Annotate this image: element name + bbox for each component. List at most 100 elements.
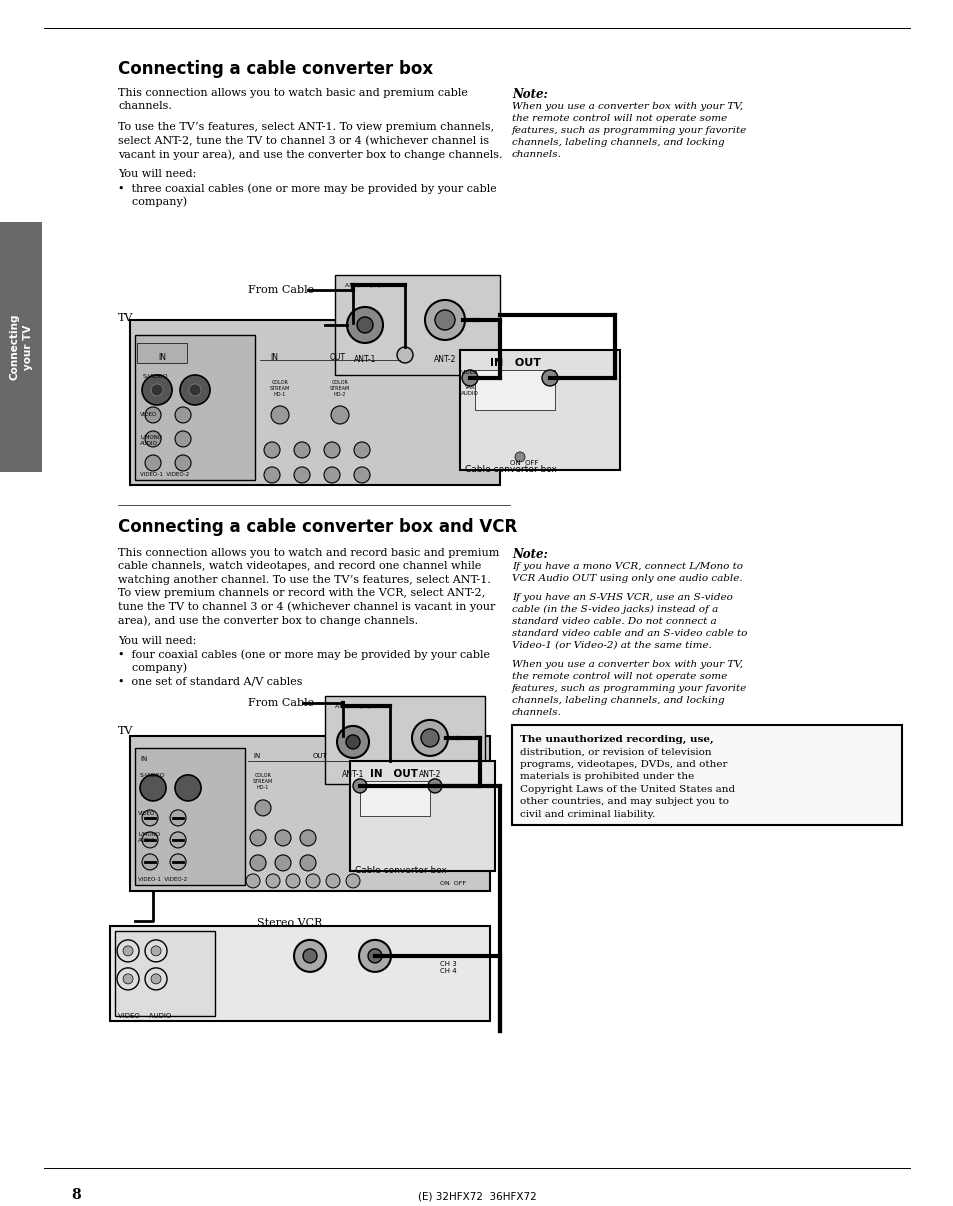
Text: the remote control will not operate some: the remote control will not operate some	[512, 115, 726, 123]
Circle shape	[170, 832, 186, 848]
Bar	[130, 320, 499, 485]
Circle shape	[246, 874, 260, 888]
Text: tune the TV to channel 3 or 4 (whichever channel is vacant in your: tune the TV to channel 3 or 4 (whichever…	[118, 602, 495, 613]
Text: This connection allows you to watch basic and premium cable: This connection allows you to watch basi…	[118, 88, 467, 98]
Text: IN   OUT: IN OUT	[490, 358, 540, 368]
Circle shape	[324, 441, 339, 458]
Circle shape	[299, 830, 315, 845]
Bar	[325, 696, 484, 784]
Circle shape	[424, 300, 464, 340]
Text: ANT-2: ANT-2	[418, 769, 440, 779]
Text: VIDEO-1  VIDEO-2: VIDEO-1 VIDEO-2	[138, 877, 187, 882]
Circle shape	[303, 949, 316, 962]
Circle shape	[266, 874, 280, 888]
Text: S-VIDEO: S-VIDEO	[140, 773, 166, 778]
Text: ON  OFF: ON OFF	[510, 459, 537, 466]
Bar	[135, 748, 245, 885]
Text: You will need:: You will need:	[118, 170, 196, 180]
Text: When you use a converter box with your TV,: When you use a converter box with your T…	[512, 103, 742, 111]
Text: materials is prohibited under the: materials is prohibited under the	[519, 772, 694, 781]
Circle shape	[306, 874, 319, 888]
Text: select ANT-2, tune the TV to channel 3 or 4 (whichever channel is: select ANT-2, tune the TV to channel 3 o…	[118, 135, 489, 146]
Circle shape	[396, 347, 413, 363]
Text: VIDEO: VIDEO	[461, 370, 478, 375]
Circle shape	[354, 441, 370, 458]
Text: OUT: OUT	[330, 353, 346, 362]
Circle shape	[294, 939, 326, 972]
Text: company): company)	[118, 197, 187, 207]
Circle shape	[142, 810, 158, 826]
Circle shape	[274, 855, 291, 871]
Circle shape	[264, 441, 280, 458]
Circle shape	[117, 968, 139, 990]
Circle shape	[461, 370, 477, 386]
Text: If you have a mono VCR, connect L/Mono to: If you have a mono VCR, connect L/Mono t…	[512, 562, 742, 570]
Text: vacant in your area), and use the converter box to change channels.: vacant in your area), and use the conver…	[118, 150, 502, 159]
Text: ANT/25 (...): ANT/25 (...)	[335, 704, 371, 709]
Text: watching another channel. To use the TV’s features, select ANT-1.: watching another channel. To use the TV’…	[118, 575, 491, 585]
Text: Cable converter box: Cable converter box	[464, 466, 557, 474]
Circle shape	[346, 734, 359, 749]
Text: standard video cable and an S-video cable to: standard video cable and an S-video cabl…	[512, 628, 746, 638]
Circle shape	[354, 467, 370, 482]
Text: channels.: channels.	[512, 708, 561, 716]
Text: •  one set of standard A/V cables: • one set of standard A/V cables	[118, 677, 302, 686]
Circle shape	[420, 728, 438, 747]
Circle shape	[356, 317, 373, 333]
Text: VAR
AUDIO: VAR AUDIO	[460, 385, 478, 396]
Circle shape	[117, 939, 139, 962]
Text: •  three coaxial cables (one or more may be provided by your cable: • three coaxial cables (one or more may …	[118, 183, 497, 193]
Text: ON  OFF: ON OFF	[439, 880, 465, 886]
Text: If you have an S-VHS VCR, use an S-video: If you have an S-VHS VCR, use an S-video	[512, 593, 732, 602]
Text: other countries, and may subject you to: other countries, and may subject you to	[519, 797, 728, 807]
Text: Cable converter box: Cable converter box	[355, 866, 446, 874]
Text: When you use a converter box with your TV,: When you use a converter box with your T…	[512, 660, 742, 669]
Text: The unauthorized recording, use,: The unauthorized recording, use,	[519, 734, 713, 744]
Circle shape	[412, 720, 448, 756]
Circle shape	[140, 775, 166, 801]
Text: COLOR
STREAM
HD-1: COLOR STREAM HD-1	[253, 773, 273, 790]
Circle shape	[250, 830, 266, 845]
Text: TV: TV	[118, 726, 133, 736]
Text: IN: IN	[253, 753, 260, 759]
Text: This connection allows you to watch and record basic and premium: This connection allows you to watch and …	[118, 548, 498, 558]
Circle shape	[254, 800, 271, 816]
Bar	[110, 926, 490, 1021]
Bar	[459, 350, 619, 470]
Text: Connecting a cable converter box: Connecting a cable converter box	[118, 60, 433, 78]
Text: From Cable: From Cable	[248, 698, 314, 708]
Text: VIDEO: VIDEO	[140, 412, 157, 417]
Text: civil and criminal liability.: civil and criminal liability.	[519, 810, 655, 819]
Circle shape	[189, 384, 201, 396]
Circle shape	[142, 832, 158, 848]
Text: To view premium channels or record with the VCR, select ANT-2,: To view premium channels or record with …	[118, 589, 485, 598]
Circle shape	[299, 855, 315, 871]
Circle shape	[174, 431, 191, 447]
Text: ANT/25 (...): ANT/25 (...)	[345, 283, 380, 288]
Circle shape	[382, 761, 396, 775]
Text: (E) 32HFX72  36HFX72: (E) 32HFX72 36HFX72	[417, 1192, 536, 1202]
Text: Connecting a cable converter box and VCR: Connecting a cable converter box and VCR	[118, 517, 517, 535]
Circle shape	[346, 874, 359, 888]
Circle shape	[326, 874, 339, 888]
Text: company): company)	[118, 663, 187, 673]
Text: features, such as programming your favorite: features, such as programming your favor…	[512, 684, 746, 693]
Circle shape	[294, 441, 310, 458]
Text: Video-1 (or Video-2) at the same time.: Video-1 (or Video-2) at the same time.	[512, 640, 711, 650]
Bar	[335, 275, 499, 375]
Circle shape	[174, 775, 201, 801]
Circle shape	[151, 974, 161, 984]
Bar	[130, 736, 490, 891]
Text: OUT: OUT	[313, 753, 328, 759]
Text: channels.: channels.	[512, 150, 561, 159]
Text: channels.: channels.	[118, 101, 172, 111]
Circle shape	[151, 946, 161, 956]
Text: VIDEO-1  VIDEO-2: VIDEO-1 VIDEO-2	[140, 472, 189, 476]
Text: To use the TV’s features, select ANT-1. To view premium channels,: To use the TV’s features, select ANT-1. …	[118, 122, 494, 131]
Text: standard video cable. Do not connect a: standard video cable. Do not connect a	[512, 617, 716, 626]
Circle shape	[271, 406, 289, 425]
Circle shape	[541, 370, 558, 386]
Circle shape	[368, 949, 381, 962]
Text: VCR Audio OUT using only one audio cable.: VCR Audio OUT using only one audio cable…	[512, 574, 741, 582]
Circle shape	[250, 855, 266, 871]
